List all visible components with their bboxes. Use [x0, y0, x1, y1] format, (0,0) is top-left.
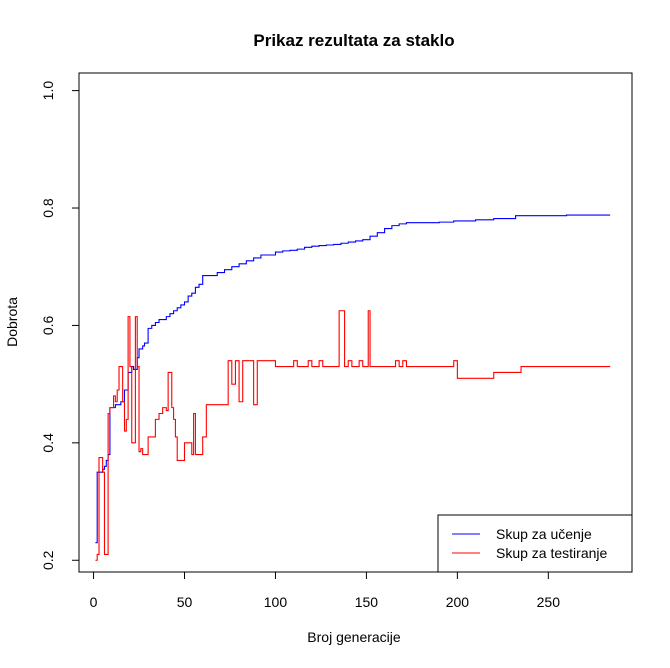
series-group: [95, 214, 611, 561]
x-tick-label: 250: [537, 594, 561, 610]
x-tick-label: 100: [264, 594, 288, 610]
x-axis: 0 50 100 150 200 250: [90, 571, 561, 610]
x-axis-label: Broj generacije: [307, 629, 401, 645]
plot-frame: [78, 72, 633, 573]
legend-label-test: Skup za testiranje: [496, 545, 607, 561]
legend-box: [437, 514, 633, 573]
legend-label-train: Skup za učenje: [496, 526, 592, 542]
y-tick-label: 0.4: [40, 433, 56, 453]
y-tick-label: 0.2: [40, 550, 56, 570]
y-tick-label: 0.6: [40, 315, 56, 335]
series-line-test: [95, 310, 611, 561]
y-axis-label: Dobrota: [4, 297, 20, 347]
x-tick-label: 150: [355, 594, 379, 610]
x-tick-label: 50: [177, 594, 193, 610]
legend: Skup za učenje Skup za testiranje: [437, 514, 633, 573]
chart-title: Prikaz rezultata za staklo: [253, 31, 454, 50]
series-line-train: [95, 214, 611, 544]
y-tick-label: 1.0: [40, 81, 56, 101]
x-tick-label: 0: [90, 594, 98, 610]
y-tick-label: 0.8: [40, 198, 56, 218]
y-axis: 0.2 0.4 0.6 0.8 1.0: [40, 81, 80, 570]
x-tick-label: 200: [446, 594, 470, 610]
